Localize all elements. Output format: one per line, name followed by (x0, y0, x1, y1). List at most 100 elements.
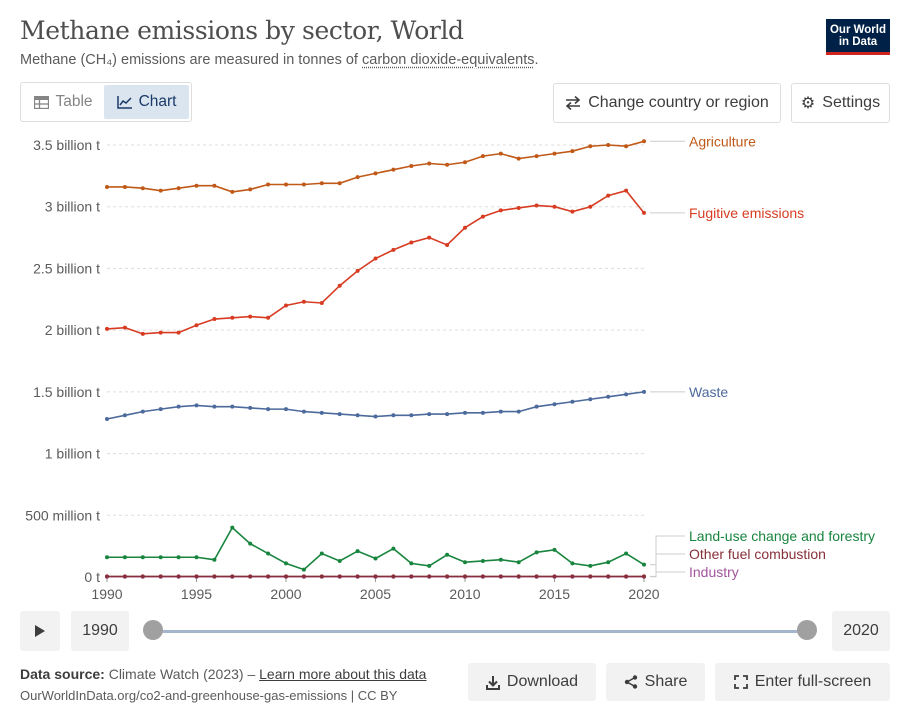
data-point (230, 525, 235, 530)
data-point (570, 209, 575, 214)
data-point (480, 154, 485, 159)
label-connector (650, 571, 685, 578)
data-point (391, 247, 396, 252)
tab-table[interactable]: Table (23, 85, 104, 119)
y-tick-label: 2 billion t (45, 322, 100, 338)
data-point (140, 331, 145, 336)
data-point (212, 404, 217, 409)
data-point (480, 214, 485, 219)
data-point (445, 574, 450, 579)
table-icon (34, 95, 50, 109)
data-point (158, 574, 163, 579)
line-chart: 0 t 500 million t 1 billion t 1.5 billion t… (25, 133, 875, 602)
data-point (105, 417, 109, 422)
data-point (570, 561, 575, 566)
x-tick-label: 2005 (360, 586, 391, 602)
data-point (105, 574, 109, 579)
data-point (427, 161, 432, 166)
data-point (337, 574, 342, 579)
data-point (337, 412, 342, 417)
data-point (319, 300, 324, 305)
data-point (463, 410, 467, 415)
data-point (427, 235, 432, 240)
series-label: Fugitive emissions (689, 205, 804, 221)
data-point (355, 413, 360, 418)
owid-logo[interactable]: Our World in Data (826, 19, 890, 55)
data-point (140, 186, 145, 191)
source-label: Data source: (20, 666, 105, 682)
fullscreen-label: Enter full-screen (754, 673, 872, 690)
data-point (122, 413, 127, 418)
data-point (391, 167, 396, 172)
data-point (516, 560, 521, 565)
x-tick-label: 2010 (449, 586, 480, 602)
data-point (140, 409, 145, 414)
data-point (230, 404, 235, 409)
data-point (176, 186, 181, 191)
timeline-end-handle[interactable] (797, 620, 817, 640)
data-point (588, 144, 593, 149)
data-point (463, 160, 467, 165)
data-point (552, 204, 557, 209)
data-point (445, 552, 450, 557)
data-point (552, 151, 557, 156)
data-point (516, 409, 521, 414)
data-point (427, 412, 432, 417)
fullscreen-button[interactable]: Enter full-screen (715, 663, 890, 701)
label-connector (650, 553, 685, 577)
data-point (570, 399, 575, 404)
data-point (445, 162, 450, 167)
y-tick-label: 1 billion t (45, 446, 100, 462)
play-icon (35, 625, 45, 637)
settings-button[interactable]: ⚙ Settings (791, 83, 890, 123)
data-point (248, 574, 253, 579)
series-label: Land-use change and forestry (689, 528, 875, 544)
timeline-track[interactable] (153, 630, 807, 633)
line-chart-icon (116, 95, 132, 109)
learn-more-link[interactable]: Learn more about this data (259, 666, 427, 682)
play-button[interactable] (20, 611, 60, 651)
data-point (480, 410, 485, 415)
data-point (284, 303, 288, 308)
logo-line-2: in Data (838, 36, 878, 48)
timeline-start-handle[interactable] (143, 620, 163, 640)
data-point (140, 574, 145, 579)
data-point (301, 574, 306, 579)
change-region-label: Change country or region (588, 94, 769, 111)
data-point (588, 563, 593, 568)
data-point (409, 574, 414, 579)
data-point (570, 149, 575, 154)
settings-label: Settings (822, 94, 881, 111)
timeline-end-year[interactable]: 2020 (832, 611, 890, 651)
data-point (122, 555, 127, 560)
y-tick-label: 500 million t (25, 507, 100, 523)
y-tick-label: 0 t (84, 569, 100, 585)
data-point (552, 547, 557, 552)
data-point (355, 268, 360, 273)
data-point (588, 204, 593, 209)
source-url[interactable]: OurWorldInData.org/co2-and-greenhouse-ga… (20, 688, 398, 703)
data-point (373, 574, 378, 579)
tab-chart[interactable]: Chart (104, 85, 189, 119)
data-point (391, 413, 396, 418)
share-button[interactable]: Share (606, 663, 705, 701)
series-line-land-use-change-and-forestry (107, 526, 645, 571)
data-point (534, 550, 539, 555)
label-connector (650, 535, 685, 566)
change-region-button[interactable]: Change country or region (553, 83, 781, 123)
subtitle-link[interactable]: carbon dioxide-equivalents (362, 52, 535, 68)
data-point (355, 549, 360, 554)
download-button[interactable]: Download (468, 663, 596, 701)
data-point (158, 555, 163, 560)
data-point (624, 574, 629, 579)
data-point (212, 317, 217, 322)
data-point (606, 394, 611, 399)
data-point (284, 574, 288, 579)
data-point (373, 414, 378, 419)
timeline-start-year[interactable]: 1990 (71, 611, 129, 651)
data-point (552, 402, 557, 407)
data-point (606, 143, 611, 147)
data-point (498, 409, 503, 414)
data-point (337, 558, 342, 563)
data-point (284, 182, 288, 187)
